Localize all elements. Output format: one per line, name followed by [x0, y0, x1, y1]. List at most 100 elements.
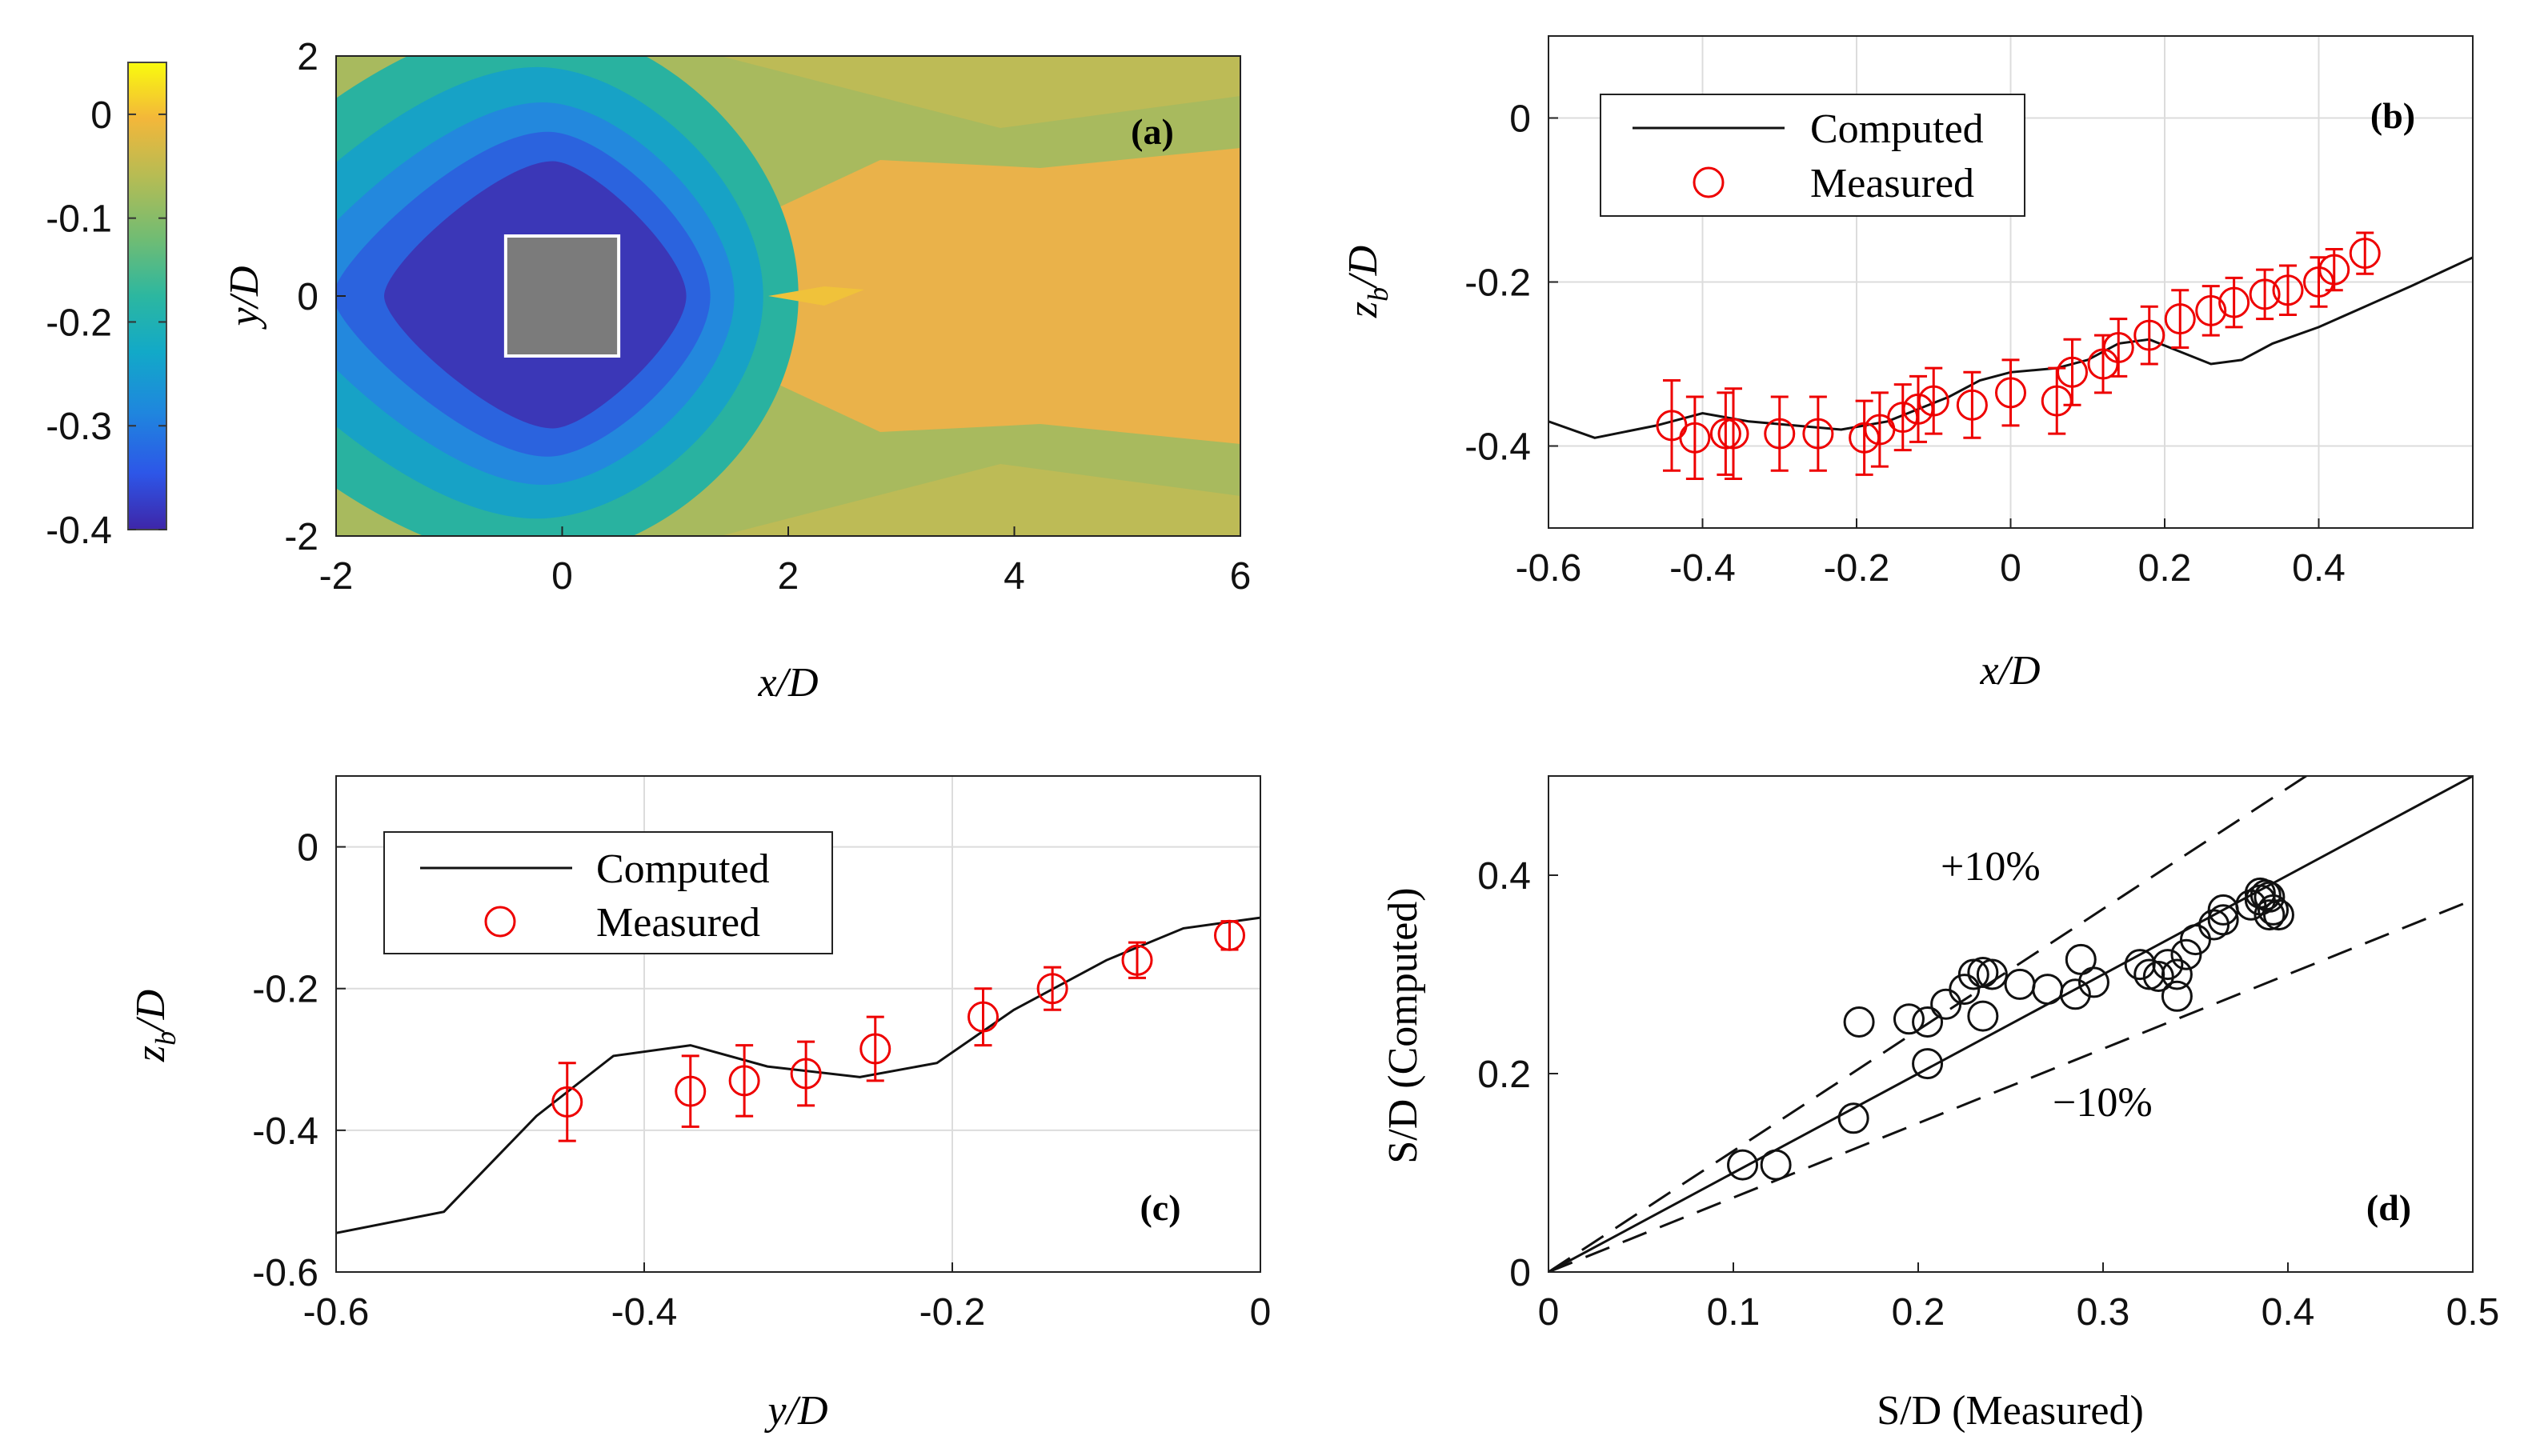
legend-box [1600, 94, 2025, 217]
scatter-point [1760, 1149, 1792, 1181]
x-tick-label: 4 [1004, 555, 1025, 598]
upper-band [336, 56, 1240, 128]
scatter-point [1843, 1006, 1875, 1038]
panel-a-label: (a) [1131, 111, 1174, 152]
y-tick-label: -2 [284, 516, 319, 558]
scatter-point [1949, 974, 1981, 1006]
y-tick-label: 0 [1509, 1252, 1531, 1294]
scatter-point [2059, 978, 2091, 1010]
scatter-point [2152, 949, 2184, 981]
panel-d-xlabel: S/D (Measured) [1877, 1388, 2144, 1434]
ylabel-sub: b [150, 1031, 182, 1046]
colorbar-tick-label: 0 [90, 94, 112, 137]
measured-point [675, 1075, 707, 1107]
panel-d-axes: 0 0.1 0.2 0.3 0.4 0.5 0 0.2 0.4 [1477, 855, 2499, 1334]
measured-point [1802, 418, 1834, 450]
measured-point [859, 1033, 891, 1065]
panel-b-label: (b) [2370, 95, 2415, 136]
measured-point [2195, 294, 2227, 326]
y-tick-label: 0 [1509, 98, 1531, 141]
y-tick-label: 0.2 [1477, 1054, 1531, 1096]
legend-circle-swatch [1693, 166, 1725, 198]
panel-c-label: (c) [1140, 1187, 1180, 1228]
scatter-point [1912, 1006, 1944, 1038]
panel-b-ylabel: zb/D [1340, 246, 1394, 318]
ylabel-tail: /D [128, 990, 174, 1034]
x-tick-label: 0.4 [2292, 547, 2346, 590]
y-tick-label: -0.4 [1464, 426, 1531, 469]
measured-point [1956, 389, 1988, 421]
x-tick-label: 0 [1250, 1291, 1272, 1334]
scatter-point [2161, 980, 2193, 1012]
measured-point [2133, 319, 2165, 351]
x-tick-label: 0 [1538, 1291, 1560, 1334]
inner-yellow-streak [768, 286, 864, 306]
scatter-point [2142, 960, 2174, 992]
colorbar-tick-label: -0.4 [46, 510, 112, 552]
measured-point [1121, 944, 1153, 976]
measured-point [968, 1001, 999, 1033]
x-tick-label: 0 [551, 555, 573, 598]
minus-10-line [1548, 898, 2473, 1272]
panel-d-label: (d) [2366, 1187, 2411, 1228]
measured-point [1709, 418, 1741, 450]
obstacle-square [503, 234, 621, 358]
plus-10-line [1548, 776, 2309, 1272]
panel-c-ylabel: zb/D [128, 990, 182, 1062]
scatter-point [1912, 1048, 1944, 1080]
scatter-point [1967, 957, 1999, 989]
y-tick-label: -0.2 [252, 969, 319, 1011]
plus-10-annotation: +10% [1941, 844, 2041, 890]
panel-a: -2 0 2 4 6 -2 0 2 (a) x/D y/D [222, 36, 1251, 706]
measured-point [2349, 238, 2381, 270]
measured-point [790, 1058, 822, 1090]
x-tick-label: -0.2 [1824, 547, 1890, 590]
x-tick-label: 6 [1230, 555, 1252, 598]
measured-point [1764, 418, 1796, 450]
measured-point [2164, 303, 2196, 335]
colorbar-tick-label: -0.2 [46, 302, 112, 344]
y-tick-label: 2 [297, 36, 319, 78]
panel-c-legend: Computed Measured [383, 831, 833, 954]
scatter-point [2032, 974, 2064, 1006]
x-tick-label: -0.2 [919, 1291, 986, 1334]
colorbar-gradient [127, 62, 167, 530]
panel-d-ylabel: S/D (Computed) [1380, 887, 1426, 1163]
measured-point [728, 1065, 760, 1097]
minus-10-annotation: −10% [2053, 1080, 2153, 1126]
x-tick-label: 0 [2000, 547, 2021, 590]
scatter-point [2161, 958, 2193, 990]
panel-c-computed-line [336, 916, 1260, 1234]
legend-computed-label: Computed [596, 846, 770, 892]
ylabel-sub: b [1362, 287, 1394, 302]
panel-c-frame [335, 775, 1261, 1273]
scatter-point [1727, 1149, 1759, 1181]
measured-point [1214, 919, 1245, 951]
panel-b-xlabel: x/D [1979, 648, 2040, 694]
panel-a-axes: -2 0 2 4 6 -2 0 2 [284, 36, 1251, 598]
measured-point [2057, 356, 2088, 388]
x-tick-label: -2 [319, 555, 354, 598]
panel-b-axes: -0.6 -0.4 -0.2 0 0.2 0.4 -0.4 -0.2 0 [1464, 98, 2346, 590]
x-tick-label: -0.4 [1669, 547, 1736, 590]
panel-b-legend: Computed Measured [1600, 94, 2025, 217]
scatter-point [2254, 899, 2286, 931]
scatter-point [2004, 968, 2036, 1000]
scatter-point [2258, 894, 2290, 926]
measured-point [1036, 973, 1068, 1005]
legend-measured-label: Measured [1810, 161, 1974, 206]
colorbar: 0 -0.1 -0.2 -0.3 -0.4 [46, 62, 167, 552]
legend-box [383, 831, 833, 954]
y-tick-label: 0.4 [1477, 855, 1531, 898]
measured-point [1995, 377, 2026, 409]
x-tick-label: -0.6 [303, 1291, 370, 1334]
y-tick-label: -0.4 [252, 1110, 319, 1153]
panel-a-ylabel: y/D [222, 266, 267, 330]
panel-d-frame [1548, 775, 2474, 1273]
x-tick-label: 0.3 [2077, 1291, 2130, 1334]
colorbar-tick-label: -0.3 [46, 406, 112, 448]
panel-c: -0.6 -0.4 -0.2 0 -0.6 -0.4 -0.2 0 Computed Meas… [128, 775, 1272, 1434]
measured-point [2218, 286, 2250, 318]
equality-line [1548, 776, 2473, 1272]
